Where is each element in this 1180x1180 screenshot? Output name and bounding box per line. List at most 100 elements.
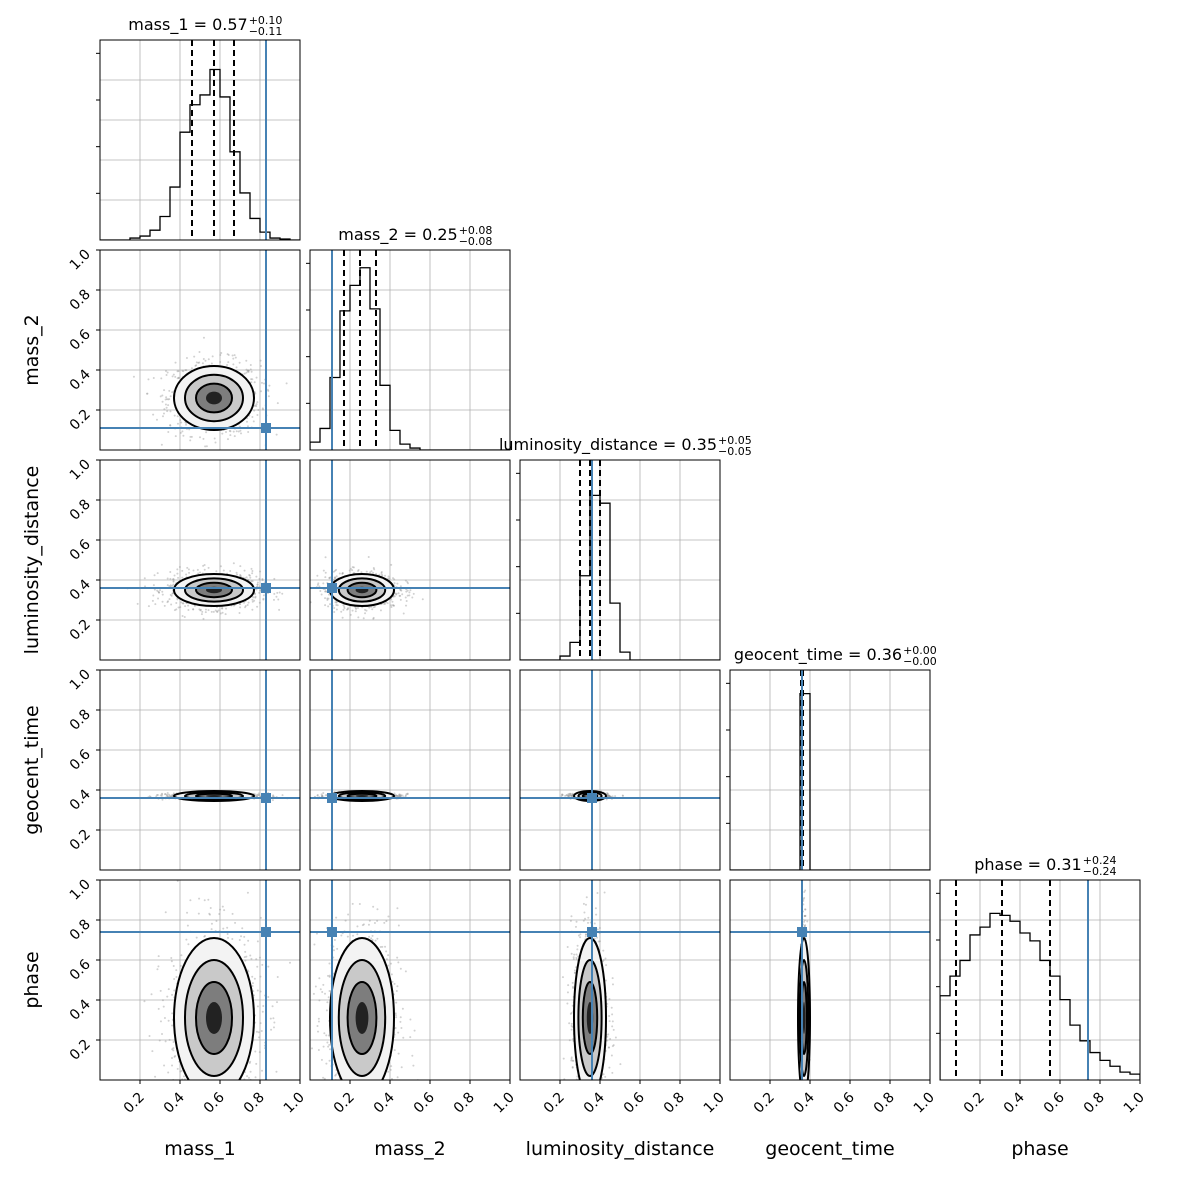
x-tick-label: 0.2	[541, 1090, 568, 1117]
y-tick-label: 0.2	[67, 1037, 94, 1064]
panel-frame	[309, 249, 511, 451]
injection-marker	[261, 793, 271, 803]
y-tick-label: 0.4	[67, 576, 94, 603]
injection-marker	[327, 583, 337, 593]
x-tick-label: 0.2	[961, 1090, 988, 1117]
panel-title-minus: −0.05	[718, 445, 752, 458]
contour-level-4	[206, 391, 222, 405]
panel-phase-vs-mass_2: 0.2 0.4 0.6 0.8 1.0	[309, 879, 518, 1117]
y-tick-label: 0.2	[67, 617, 94, 644]
histogram-luminosity_distance	[520, 494, 720, 660]
histogram-geocent_time	[730, 692, 930, 870]
panel-frame	[99, 879, 301, 1081]
x-tick-label: 0.4	[791, 1089, 818, 1116]
histogram-mass_1	[100, 68, 300, 240]
panel-title-plus: +0.10	[249, 14, 283, 27]
x-tick-label: 0.6	[831, 1089, 858, 1116]
panel-frame	[99, 669, 301, 871]
contour-level-4	[355, 1002, 369, 1034]
panel-frame	[309, 459, 511, 661]
panel-title-plus: +0.05	[718, 434, 752, 447]
panel-title-plus: +0.08	[459, 224, 493, 237]
grid	[520, 669, 721, 870]
contour-level-4	[206, 795, 222, 797]
panel-frame	[99, 459, 301, 661]
panel-title: phase = 0.31	[974, 855, 1081, 874]
x-tick-label: 0.8	[451, 1090, 478, 1117]
grid	[730, 669, 931, 870]
panel-mass_1-vs-mass_1: mass_1 = 0.57 +0.10−0.11	[96, 14, 301, 241]
injection-marker	[261, 927, 271, 937]
x-tick-label: 0.8	[871, 1090, 898, 1117]
y-tick-label: 0.4	[67, 786, 94, 813]
x-tick-label: 0.8	[661, 1090, 688, 1117]
y-tick-label: 1.0	[67, 457, 94, 484]
y-axis-label: luminosity_distance	[21, 466, 43, 655]
y-axis-label: geocent_time	[21, 705, 43, 834]
panel-geocent_time-vs-luminosity_distance	[519, 669, 721, 871]
grid	[730, 879, 931, 1080]
x-tick-label: 1.0	[701, 1090, 728, 1117]
panel-phase-vs-mass_1: 0.2 0.4 0.6 0.8 1.0 0.2 0.4 0.6 0.8 1.0	[67, 877, 308, 1117]
contour-level-4	[206, 1002, 222, 1034]
panel-title-minus: −0.24	[1083, 865, 1117, 878]
grid	[940, 879, 1141, 1080]
y-tick-label: 0.6	[67, 956, 94, 983]
grid	[520, 879, 721, 1080]
y-tick-label: 0.2	[67, 827, 94, 854]
panel-frame	[99, 39, 301, 241]
panel-title-minus: −0.11	[249, 25, 283, 38]
panel-frame	[729, 879, 931, 1081]
x-tick-label: 0.4	[161, 1089, 188, 1116]
grid	[310, 669, 511, 870]
y-tick-label: 0.6	[67, 536, 94, 563]
contour-level-4	[355, 795, 369, 797]
histogram-mass_2	[310, 267, 510, 450]
contour-level-4	[802, 1002, 806, 1034]
x-axis-label: luminosity_distance	[526, 1138, 715, 1160]
panel-phase-vs-luminosity_distance: 0.2 0.4 0.6 0.8 1.0	[519, 879, 728, 1117]
panel-title-minus: −0.00	[903, 655, 937, 668]
panel-title: luminosity_distance = 0.35	[499, 435, 717, 455]
panel-title-plus: +0.24	[1083, 854, 1117, 867]
x-tick-label: 0.4	[581, 1089, 608, 1116]
panel-title-minus: −0.08	[459, 235, 493, 248]
panel-frame	[519, 459, 721, 661]
x-tick-label: 0.2	[751, 1090, 778, 1117]
panel-phase-vs-phase: phase = 0.31 +0.24−0.24 0.2 0.4 0.6 0.8 1.0	[936, 854, 1148, 1117]
x-axis-label: geocent_time	[765, 1138, 894, 1160]
injection-marker	[797, 927, 807, 937]
x-tick-label: 0.4	[371, 1089, 398, 1116]
y-tick-label: 0.8	[67, 917, 94, 944]
injection-marker	[327, 927, 337, 937]
y-tick-label: 0.8	[67, 707, 94, 734]
panel-luminosity_distance-vs-luminosity_distance: luminosity_distance = 0.35 +0.05−0.05	[499, 434, 752, 661]
y-tick-label: 1.0	[67, 877, 94, 904]
y-tick-label: 0.8	[67, 497, 94, 524]
x-tick-label: 0.6	[1041, 1089, 1068, 1116]
histogram-phase	[940, 912, 1140, 1080]
panel-title: mass_2 = 0.25	[338, 225, 457, 245]
panel-frame	[519, 669, 721, 871]
y-tick-label: 1.0	[67, 247, 94, 274]
y-tick-label: 0.4	[67, 996, 94, 1023]
panel-frame	[309, 669, 511, 871]
panel-mass_2-vs-mass_2: mass_2 = 0.25 +0.08−0.08	[306, 224, 511, 451]
grid	[100, 39, 301, 240]
y-tick-label: 0.6	[67, 746, 94, 773]
x-tick-label: 0.6	[201, 1089, 228, 1116]
panel-title: geocent_time = 0.36	[734, 645, 902, 665]
x-axis-label: phase	[1011, 1138, 1068, 1160]
panel-frame	[729, 669, 931, 871]
injection-marker	[587, 793, 597, 803]
panel-luminosity_distance-vs-mass_1: 0.2 0.4 0.6 0.8 1.0	[67, 457, 301, 661]
panel-title-plus: +0.00	[903, 644, 937, 657]
x-axis-label: mass_1	[164, 1138, 236, 1160]
grid	[100, 669, 301, 870]
x-tick-label: 1.0	[1121, 1090, 1148, 1117]
panel-frame	[939, 879, 1141, 1081]
x-tick-label: 0.4	[1001, 1089, 1028, 1116]
y-tick-label: 0.4	[67, 366, 94, 393]
x-tick-label: 0.2	[331, 1090, 358, 1117]
x-tick-label: 0.8	[1081, 1090, 1108, 1117]
